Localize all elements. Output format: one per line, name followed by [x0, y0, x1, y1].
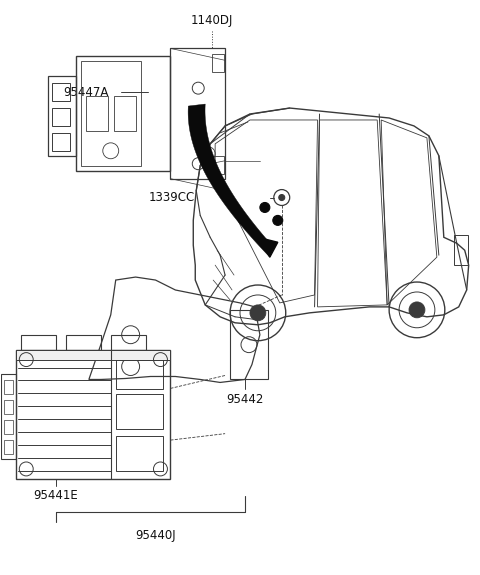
- Bar: [86, 96, 108, 131]
- Text: 95441E: 95441E: [34, 489, 78, 503]
- Bar: [4, 440, 13, 454]
- Circle shape: [409, 302, 425, 318]
- Circle shape: [260, 202, 270, 212]
- Bar: [76, 56, 170, 171]
- Bar: [16, 350, 170, 359]
- Bar: [48, 76, 76, 156]
- Bar: [116, 436, 164, 471]
- Text: 1140DJ: 1140DJ: [191, 14, 233, 26]
- Polygon shape: [188, 104, 272, 257]
- Bar: [4, 381, 13, 394]
- Bar: [114, 96, 136, 131]
- Bar: [4, 420, 13, 434]
- Bar: [454, 235, 468, 265]
- Bar: [1, 374, 16, 459]
- Circle shape: [279, 194, 285, 201]
- Bar: [212, 156, 224, 174]
- Circle shape: [273, 216, 283, 225]
- Bar: [170, 48, 225, 179]
- Text: 95442: 95442: [226, 393, 264, 406]
- Bar: [21, 335, 56, 350]
- Bar: [66, 335, 101, 350]
- Bar: [52, 83, 70, 101]
- Bar: [4, 400, 13, 414]
- Bar: [116, 394, 164, 429]
- Text: 95447A: 95447A: [63, 86, 108, 99]
- Circle shape: [250, 305, 266, 321]
- Text: 95440J: 95440J: [135, 529, 176, 542]
- Bar: [230, 310, 268, 380]
- Bar: [212, 55, 224, 72]
- Bar: [52, 133, 70, 151]
- Bar: [16, 350, 170, 479]
- Bar: [116, 359, 164, 389]
- Bar: [52, 108, 70, 126]
- Text: 1339CC: 1339CC: [149, 191, 195, 204]
- Polygon shape: [258, 237, 278, 257]
- Bar: [111, 335, 145, 350]
- Bar: [81, 62, 141, 166]
